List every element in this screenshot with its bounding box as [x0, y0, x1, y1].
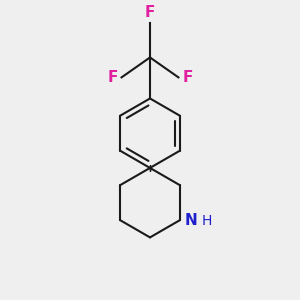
- Text: F: F: [107, 70, 118, 85]
- Text: H: H: [201, 214, 212, 229]
- Text: N: N: [185, 212, 198, 227]
- Text: F: F: [145, 5, 155, 20]
- Text: F: F: [182, 70, 193, 85]
